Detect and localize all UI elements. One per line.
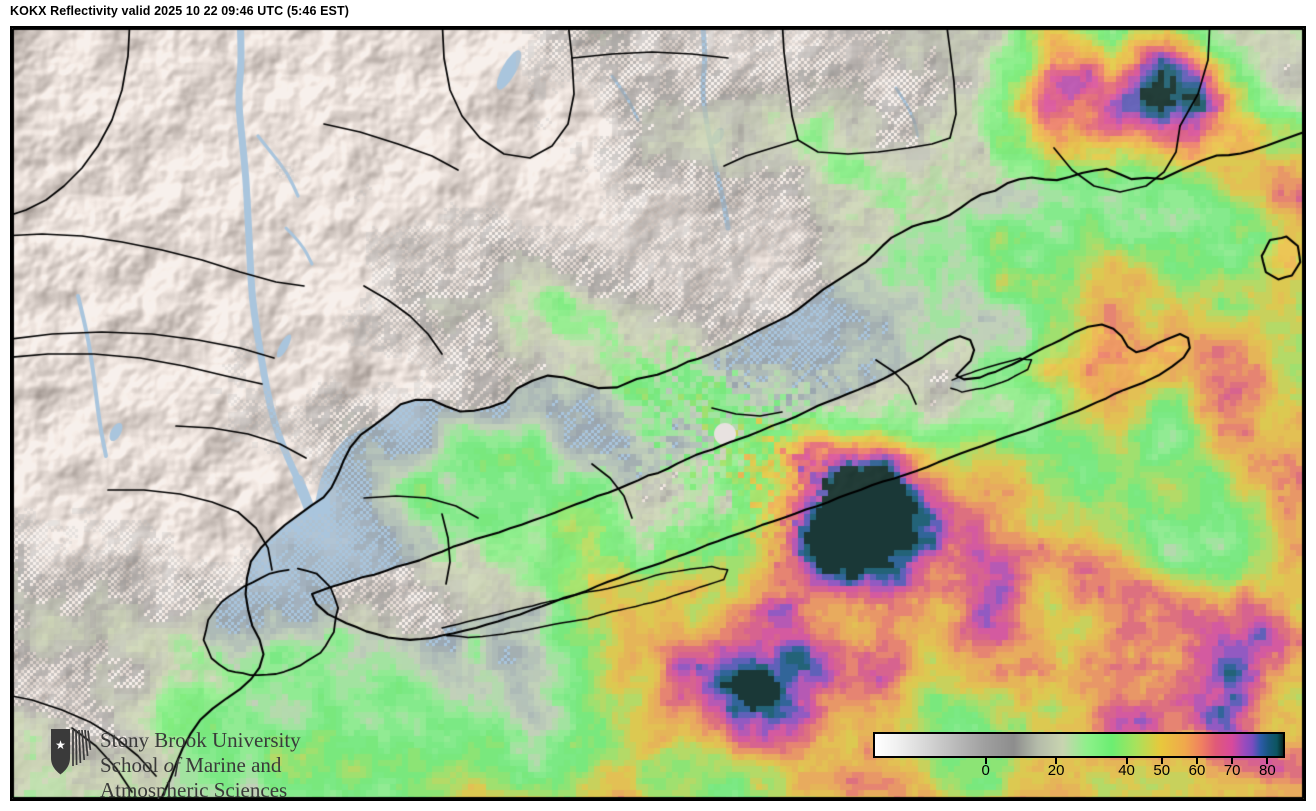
radar-map-frame[interactable]: 0 20 40 50 60 70 80 Stony Brook University Sch… xyxy=(10,26,1306,801)
title-bar: KOKX Reflectivity valid 2025 10 22 09:46… xyxy=(0,0,1316,26)
radar-reflectivity-map[interactable] xyxy=(12,28,1304,799)
page-title: KOKX Reflectivity valid 2025 10 22 09:46… xyxy=(10,4,349,18)
